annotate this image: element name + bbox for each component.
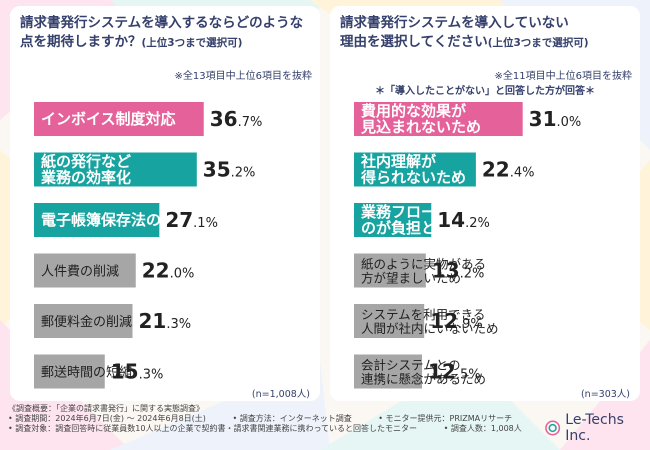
- right-value-label-5: 12.5%: [428, 360, 481, 384]
- left-category-label-0: インボイス制度対応: [41, 110, 176, 128]
- left-value-label-4: 21.3%: [139, 309, 192, 333]
- right-category-line-4-0: システムを利用できる: [361, 307, 485, 322]
- right-bar-chart: 費用的な効果が見込まれないため 31.0% 社内理解が得られないため 22.4% 業務フ…: [354, 102, 582, 389]
- logo-mark-icon: [545, 420, 561, 436]
- right-value-label-4: 12.9%: [430, 309, 483, 333]
- left-bar-1: [34, 152, 197, 187]
- footer-count: • 調査人数：1,008人: [443, 424, 522, 433]
- right-category-label-0: 費用的な効果が見込まれないため: [360, 102, 481, 136]
- right-survey-panel: 請求書発行システムを導入していない 理由を選択してください(上位3つまで選択可)…: [330, 6, 640, 401]
- footer-provider: • モニター提供元：PRIZMAリサーチ: [378, 414, 513, 423]
- left-bar-5: [34, 354, 105, 389]
- right-category-line-2-1: のが負担と思うため: [361, 219, 496, 237]
- footer-period: • 調査期間：2024年6月7日(金) ～ 2024年6月8日(土): [8, 414, 206, 423]
- right-bar-0: [354, 102, 523, 136]
- right-category-line-4-1: 人間が社内にいないため: [361, 321, 499, 336]
- left-value-label-5: 15.3%: [111, 360, 164, 384]
- left-bar-chart: インボイス制度対応 36.7% 紙の発行など業務の効率化 35.2% 電子帳簿保存法の対…: [34, 102, 263, 389]
- left-value-label-0: 36.7%: [210, 107, 263, 131]
- left-category-label-3: 人件費の削減: [41, 264, 119, 280]
- left-title-sub: (上位3つまで選択可): [141, 37, 243, 49]
- left-bar-2: [34, 203, 160, 237]
- right-category-line-5-0: 会計システムとの: [361, 358, 461, 373]
- right-category-line-2-0: 業務フローが変わる: [360, 203, 496, 221]
- left-survey-panel: 請求書発行システムを導入するならどのような 点を期待しますか？(上位3つまで選択…: [10, 6, 320, 401]
- right-value-label-1: 22.4%: [482, 158, 535, 182]
- left-value-label-1: 35.2%: [203, 158, 256, 182]
- left-category-line-1-0: 紙の発行など: [41, 153, 131, 171]
- right-note: ※全11項目中上位6項目を抜粋: [494, 71, 632, 82]
- right-title-line1: 請求書発行システムを導入していない: [340, 15, 569, 31]
- left-title-line1: 請求書発行システムを導入するならどのような: [20, 15, 304, 31]
- right-category-line-1-0: 社内理解が: [360, 153, 437, 171]
- right-category-label-3: 紙のように実物がある方が望ましいため: [361, 257, 486, 286]
- left-category-line-5-0: 郵送時間の短縮: [41, 365, 132, 381]
- right-category-label-1: 社内理解が得られないため: [360, 153, 466, 187]
- right-category-label-5: 会計システムとの連携に懸念があるため: [361, 358, 486, 387]
- footer-target: • 調査対象：調査回答時に従業員数10人以上の企業で契約書・請求書関連業務に携わ…: [8, 424, 418, 433]
- right-question-title: 請求書発行システムを導入していない 理由を選択してください(上位3つまで選択可): [340, 14, 632, 53]
- right-title-sub: (上位3つまで選択可): [487, 37, 589, 49]
- right-category-line-0-1: 見込まれないため: [360, 118, 481, 136]
- left-sample-size: (n=1,008人): [251, 389, 310, 400]
- right-category-line-0-0: 費用的な効果が: [361, 102, 467, 120]
- right-bar-2: [354, 203, 432, 237]
- right-category-line-3-1: 方が望ましいため: [361, 271, 461, 286]
- left-bar-0: [34, 102, 204, 136]
- left-category-line-2-0: 電子帳簿保存法の対応: [41, 211, 191, 229]
- left-value-label-3: 22.0%: [142, 259, 195, 283]
- left-bar-4: [34, 304, 133, 338]
- footer-method: • 調査方法：インターネット調査: [232, 414, 352, 423]
- left-bar-3: [34, 253, 136, 288]
- right-value-label-2: 14.2%: [437, 208, 490, 232]
- right-value-label-3: 13.2%: [432, 259, 485, 283]
- right-category-line-5-1: 連携に懸念があるため: [361, 372, 486, 387]
- footer-line1: 《調査概要：「企業の請求書発行」に関する実態調査》: [8, 404, 204, 413]
- right-bar-3: [354, 253, 426, 288]
- right-value-label-0: 31.0%: [529, 107, 582, 131]
- left-category-line-4-0: 郵便料金の削減: [41, 314, 132, 330]
- company-logo: Le-Techs Inc.: [544, 412, 650, 444]
- right-bar-5: [354, 354, 423, 389]
- right-title-line2: 理由を選択してください: [340, 34, 488, 50]
- right-bar-4: [354, 304, 425, 338]
- right-sample-size: (n=303人): [580, 389, 630, 400]
- left-category-label-1: 紙の発行など業務の効率化: [40, 153, 131, 187]
- right-bar-1: [354, 152, 476, 187]
- left-title-line2: 点を期待しますか？: [20, 34, 142, 50]
- left-question-title: 請求書発行システムを導入するならどのような 点を期待しますか？(上位3つまで選択…: [20, 14, 312, 53]
- left-category-label-4: 郵便料金の削減: [41, 314, 132, 330]
- left-note: ※全13項目中上位6項目を抜粋: [174, 71, 312, 82]
- left-category-line-3-0: 人件費の削減: [41, 264, 119, 280]
- left-category-line-1-1: 業務の効率化: [40, 169, 131, 187]
- logo-text: Le-Techs Inc.: [565, 412, 624, 444]
- right-category-label-4: システムを利用できる人間が社内にいないため: [361, 307, 499, 336]
- left-category-label-5: 郵送時間の短縮: [41, 365, 132, 381]
- right-category-label-2: 業務フローが変わるのが負担と思うため: [360, 203, 496, 237]
- right-category-line-1-1: 得られないため: [360, 169, 466, 187]
- right-category-line-3-0: 紙のように実物がある: [361, 257, 486, 272]
- right-condition: ＊「導入したことがない」と回答した方が回答＊: [375, 86, 595, 97]
- survey-footer: 《調査概要：「企業の請求書発行」に関する実態調査》 • 調査期間：2024年6月…: [8, 404, 522, 434]
- left-value-label-2: 27.1%: [165, 208, 218, 232]
- left-category-line-0-0: インボイス制度対応: [41, 110, 176, 128]
- left-category-label-2: 電子帳簿保存法の対応: [41, 211, 191, 229]
